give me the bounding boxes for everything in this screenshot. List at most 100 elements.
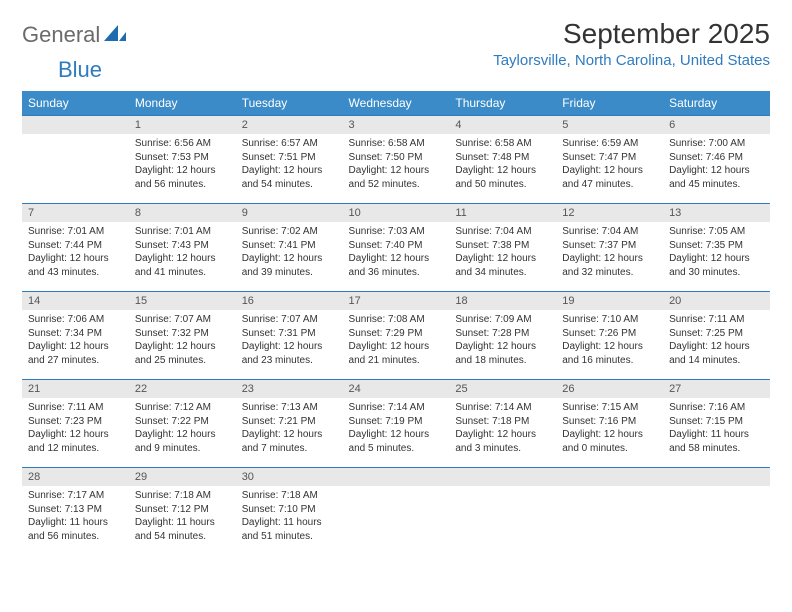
weekday-header: Sunday bbox=[22, 91, 129, 116]
calendar-day-cell: 8Sunrise: 7:01 AMSunset: 7:43 PMDaylight… bbox=[129, 204, 236, 292]
day-details: Sunrise: 7:10 AMSunset: 7:26 PMDaylight:… bbox=[556, 310, 663, 371]
calendar-day-cell: 15Sunrise: 7:07 AMSunset: 7:32 PMDayligh… bbox=[129, 292, 236, 380]
day-number: 26 bbox=[556, 380, 663, 398]
calendar-day-cell: 24Sunrise: 7:14 AMSunset: 7:19 PMDayligh… bbox=[343, 380, 450, 468]
weekday-header: Wednesday bbox=[343, 91, 450, 116]
day-details: Sunrise: 6:57 AMSunset: 7:51 PMDaylight:… bbox=[236, 134, 343, 195]
day-number: 28 bbox=[22, 468, 129, 486]
day-details: Sunrise: 7:08 AMSunset: 7:29 PMDaylight:… bbox=[343, 310, 450, 371]
day-details: Sunrise: 7:04 AMSunset: 7:37 PMDaylight:… bbox=[556, 222, 663, 283]
calendar-day-cell: 26Sunrise: 7:15 AMSunset: 7:16 PMDayligh… bbox=[556, 380, 663, 468]
weekday-header: Tuesday bbox=[236, 91, 343, 116]
day-number: 8 bbox=[129, 204, 236, 222]
calendar-day-cell: 2Sunrise: 6:57 AMSunset: 7:51 PMDaylight… bbox=[236, 116, 343, 204]
day-details: Sunrise: 7:02 AMSunset: 7:41 PMDaylight:… bbox=[236, 222, 343, 283]
calendar-week-row: 7Sunrise: 7:01 AMSunset: 7:44 PMDaylight… bbox=[22, 204, 770, 292]
day-number: 9 bbox=[236, 204, 343, 222]
day-details: Sunrise: 7:17 AMSunset: 7:13 PMDaylight:… bbox=[22, 486, 129, 547]
calendar-day-cell bbox=[663, 468, 770, 556]
day-details: Sunrise: 7:11 AMSunset: 7:23 PMDaylight:… bbox=[22, 398, 129, 459]
calendar-day-cell: 6Sunrise: 7:00 AMSunset: 7:46 PMDaylight… bbox=[663, 116, 770, 204]
day-details: Sunrise: 7:18 AMSunset: 7:12 PMDaylight:… bbox=[129, 486, 236, 547]
day-number: 3 bbox=[343, 116, 450, 134]
calendar-day-cell: 4Sunrise: 6:58 AMSunset: 7:48 PMDaylight… bbox=[449, 116, 556, 204]
day-number: 18 bbox=[449, 292, 556, 310]
calendar-week-row: 14Sunrise: 7:06 AMSunset: 7:34 PMDayligh… bbox=[22, 292, 770, 380]
weekday-header: Friday bbox=[556, 91, 663, 116]
day-number: 10 bbox=[343, 204, 450, 222]
day-number bbox=[663, 468, 770, 486]
weekday-header-row: SundayMondayTuesdayWednesdayThursdayFrid… bbox=[22, 91, 770, 116]
calendar-day-cell: 21Sunrise: 7:11 AMSunset: 7:23 PMDayligh… bbox=[22, 380, 129, 468]
calendar-day-cell bbox=[556, 468, 663, 556]
day-details: Sunrise: 7:07 AMSunset: 7:32 PMDaylight:… bbox=[129, 310, 236, 371]
day-number bbox=[343, 468, 450, 486]
day-details: Sunrise: 7:01 AMSunset: 7:43 PMDaylight:… bbox=[129, 222, 236, 283]
day-number bbox=[449, 468, 556, 486]
calendar-day-cell: 7Sunrise: 7:01 AMSunset: 7:44 PMDaylight… bbox=[22, 204, 129, 292]
day-number: 29 bbox=[129, 468, 236, 486]
calendar-week-row: 1Sunrise: 6:56 AMSunset: 7:53 PMDaylight… bbox=[22, 116, 770, 204]
day-number: 30 bbox=[236, 468, 343, 486]
calendar-day-cell bbox=[22, 116, 129, 204]
calendar-day-cell bbox=[343, 468, 450, 556]
calendar-day-cell: 10Sunrise: 7:03 AMSunset: 7:40 PMDayligh… bbox=[343, 204, 450, 292]
calendar-day-cell: 13Sunrise: 7:05 AMSunset: 7:35 PMDayligh… bbox=[663, 204, 770, 292]
day-number: 5 bbox=[556, 116, 663, 134]
day-number: 16 bbox=[236, 292, 343, 310]
day-number: 23 bbox=[236, 380, 343, 398]
logo-sail-icon bbox=[104, 23, 126, 48]
day-number: 7 bbox=[22, 204, 129, 222]
day-number: 17 bbox=[343, 292, 450, 310]
day-details: Sunrise: 7:15 AMSunset: 7:16 PMDaylight:… bbox=[556, 398, 663, 459]
calendar-day-cell: 20Sunrise: 7:11 AMSunset: 7:25 PMDayligh… bbox=[663, 292, 770, 380]
calendar-day-cell: 1Sunrise: 6:56 AMSunset: 7:53 PMDaylight… bbox=[129, 116, 236, 204]
day-details: Sunrise: 6:59 AMSunset: 7:47 PMDaylight:… bbox=[556, 134, 663, 195]
day-number: 25 bbox=[449, 380, 556, 398]
day-number: 19 bbox=[556, 292, 663, 310]
calendar-day-cell: 5Sunrise: 6:59 AMSunset: 7:47 PMDaylight… bbox=[556, 116, 663, 204]
weekday-header: Monday bbox=[129, 91, 236, 116]
day-number: 4 bbox=[449, 116, 556, 134]
day-details: Sunrise: 7:11 AMSunset: 7:25 PMDaylight:… bbox=[663, 310, 770, 371]
calendar-day-cell: 16Sunrise: 7:07 AMSunset: 7:31 PMDayligh… bbox=[236, 292, 343, 380]
calendar-day-cell: 3Sunrise: 6:58 AMSunset: 7:50 PMDaylight… bbox=[343, 116, 450, 204]
calendar-day-cell: 12Sunrise: 7:04 AMSunset: 7:37 PMDayligh… bbox=[556, 204, 663, 292]
calendar-day-cell: 17Sunrise: 7:08 AMSunset: 7:29 PMDayligh… bbox=[343, 292, 450, 380]
day-details: Sunrise: 7:01 AMSunset: 7:44 PMDaylight:… bbox=[22, 222, 129, 283]
day-number: 20 bbox=[663, 292, 770, 310]
day-number: 2 bbox=[236, 116, 343, 134]
day-details: Sunrise: 7:12 AMSunset: 7:22 PMDaylight:… bbox=[129, 398, 236, 459]
location-text: Taylorsville, North Carolina, United Sta… bbox=[493, 52, 770, 69]
day-number bbox=[22, 116, 129, 134]
day-number: 11 bbox=[449, 204, 556, 222]
day-number bbox=[556, 468, 663, 486]
day-number: 27 bbox=[663, 380, 770, 398]
day-number: 14 bbox=[22, 292, 129, 310]
day-details: Sunrise: 7:04 AMSunset: 7:38 PMDaylight:… bbox=[449, 222, 556, 283]
day-details: Sunrise: 6:56 AMSunset: 7:53 PMDaylight:… bbox=[129, 134, 236, 195]
calendar-table: SundayMondayTuesdayWednesdayThursdayFrid… bbox=[22, 91, 770, 556]
weekday-header: Thursday bbox=[449, 91, 556, 116]
calendar-day-cell: 22Sunrise: 7:12 AMSunset: 7:22 PMDayligh… bbox=[129, 380, 236, 468]
calendar-week-row: 28Sunrise: 7:17 AMSunset: 7:13 PMDayligh… bbox=[22, 468, 770, 556]
day-details: Sunrise: 6:58 AMSunset: 7:50 PMDaylight:… bbox=[343, 134, 450, 195]
calendar-week-row: 21Sunrise: 7:11 AMSunset: 7:23 PMDayligh… bbox=[22, 380, 770, 468]
calendar-day-cell bbox=[449, 468, 556, 556]
day-details: Sunrise: 7:05 AMSunset: 7:35 PMDaylight:… bbox=[663, 222, 770, 283]
calendar-day-cell: 28Sunrise: 7:17 AMSunset: 7:13 PMDayligh… bbox=[22, 468, 129, 556]
day-number: 24 bbox=[343, 380, 450, 398]
calendar-day-cell: 23Sunrise: 7:13 AMSunset: 7:21 PMDayligh… bbox=[236, 380, 343, 468]
calendar-day-cell: 30Sunrise: 7:18 AMSunset: 7:10 PMDayligh… bbox=[236, 468, 343, 556]
day-details: Sunrise: 7:07 AMSunset: 7:31 PMDaylight:… bbox=[236, 310, 343, 371]
day-details: Sunrise: 7:00 AMSunset: 7:46 PMDaylight:… bbox=[663, 134, 770, 195]
day-number: 1 bbox=[129, 116, 236, 134]
day-number: 6 bbox=[663, 116, 770, 134]
day-details: Sunrise: 7:16 AMSunset: 7:15 PMDaylight:… bbox=[663, 398, 770, 459]
calendar-day-cell: 18Sunrise: 7:09 AMSunset: 7:28 PMDayligh… bbox=[449, 292, 556, 380]
calendar-day-cell: 14Sunrise: 7:06 AMSunset: 7:34 PMDayligh… bbox=[22, 292, 129, 380]
calendar-day-cell: 11Sunrise: 7:04 AMSunset: 7:38 PMDayligh… bbox=[449, 204, 556, 292]
weekday-header: Saturday bbox=[663, 91, 770, 116]
day-number: 21 bbox=[22, 380, 129, 398]
day-details: Sunrise: 7:18 AMSunset: 7:10 PMDaylight:… bbox=[236, 486, 343, 547]
